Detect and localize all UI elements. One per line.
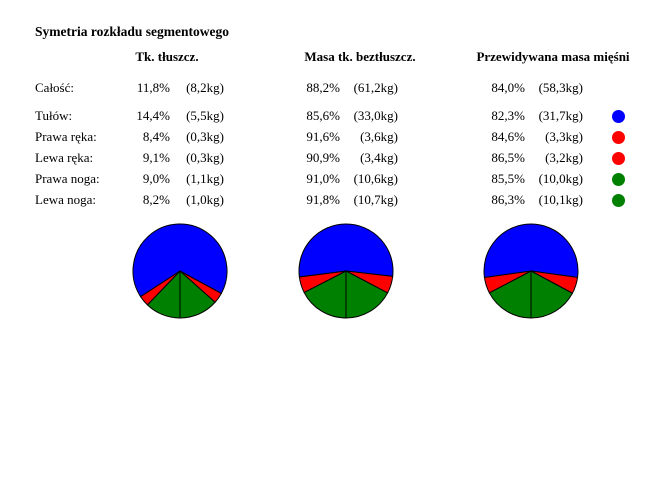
pie-chart-muscle: [483, 223, 579, 319]
legend-dot: [612, 152, 625, 165]
row-label: Lewa noga:: [35, 192, 97, 207]
muscle-percent: 85,5%: [491, 171, 525, 186]
legend-dot: [612, 110, 625, 123]
fat-kg: (5,5kg): [186, 108, 224, 123]
row-label: Prawa ręka:: [35, 129, 97, 144]
muscle-kg: (3,3kg): [545, 129, 583, 144]
fatfree-kg: (61,2kg): [353, 80, 398, 95]
fatfree-kg: (3,6kg): [360, 129, 398, 144]
fatfree-kg: (10,7kg): [353, 192, 398, 207]
legend-dot: [612, 173, 625, 186]
row-label: Lewa ręka:: [35, 150, 94, 165]
pie-chart-fat: [132, 223, 228, 319]
pie-chart-fatfree: [298, 223, 394, 319]
table-row-torso: Tułów: 14,4% (5,5kg) 85,6% (33,0kg) 82,3…: [0, 106, 665, 126]
panel-title: Symetria rozkładu segmentowego: [35, 24, 229, 39]
fatfree-kg: (33,0kg): [353, 108, 398, 123]
muscle-percent: 82,3%: [491, 108, 525, 123]
table-row-left-leg: Lewa noga: 8,2% (1,0kg) 91,8% (10,7kg) 8…: [0, 190, 665, 210]
fat-percent: 8,4%: [142, 129, 170, 144]
fatfree-kg: (3,4kg): [360, 150, 398, 165]
fat-percent: 9,1%: [142, 150, 170, 165]
fatfree-percent: 91,6%: [306, 129, 340, 144]
fat-kg: (0,3kg): [186, 129, 224, 144]
table-row-left-arm: Lewa ręka: 9,1% (0,3kg) 90,9% (3,4kg) 86…: [0, 148, 665, 168]
table-row-right-leg: Prawa noga: 9,0% (1,1kg) 91,0% (10,6kg) …: [0, 169, 665, 189]
muscle-percent: 84,0%: [491, 80, 525, 95]
fat-percent: 11,8%: [136, 80, 170, 95]
table-row-right-arm: Prawa ręka: 8,4% (0,3kg) 91,6% (3,6kg) 8…: [0, 127, 665, 147]
fat-kg: (1,1kg): [186, 171, 224, 186]
fat-kg: (1,0kg): [186, 192, 224, 207]
column-header-muscle: Przewidywana masa mięśni: [476, 49, 630, 64]
fatfree-kg: (10,6kg): [353, 171, 398, 186]
fat-kg: (0,3kg): [186, 150, 224, 165]
muscle-kg: (10,0kg): [538, 171, 583, 186]
legend-dot: [612, 131, 625, 144]
fatfree-percent: 91,8%: [306, 192, 340, 207]
fat-kg: (8,2kg): [186, 80, 224, 95]
muscle-kg: (31,7kg): [538, 108, 583, 123]
fatfree-percent: 90,9%: [306, 150, 340, 165]
fatfree-percent: 88,2%: [306, 80, 340, 95]
muscle-percent: 86,3%: [491, 192, 525, 207]
column-header-fatfree: Masa tk. beztłuszcz.: [304, 49, 416, 64]
fat-percent: 14,4%: [136, 108, 170, 123]
row-label: Całość:: [35, 80, 74, 95]
muscle-percent: 84,6%: [491, 129, 525, 144]
row-label: Prawa noga:: [35, 171, 100, 186]
fatfree-percent: 85,6%: [306, 108, 340, 123]
muscle-kg: (58,3kg): [538, 80, 583, 95]
row-label: Tułów:: [35, 108, 73, 123]
fat-percent: 9,0%: [142, 171, 170, 186]
legend-dot: [612, 194, 625, 207]
muscle-percent: 86,5%: [491, 150, 525, 165]
muscle-kg: (3,2kg): [545, 150, 583, 165]
fatfree-percent: 91,0%: [306, 171, 340, 186]
muscle-kg: (10,1kg): [538, 192, 583, 207]
table-row-total: Całość: 11,8% (8,2kg) 88,2% (61,2kg) 84,…: [0, 78, 665, 98]
fat-percent: 8,2%: [142, 192, 170, 207]
column-header-fat: Tk. tłuszcz.: [135, 49, 199, 64]
